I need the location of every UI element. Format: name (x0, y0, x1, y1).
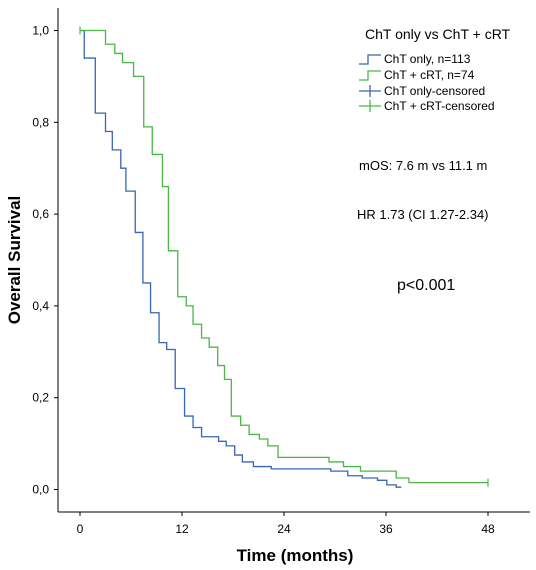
y-tick-label: 0,2 (32, 391, 49, 405)
series-line-cht-crt (80, 29, 488, 484)
y-ticks: 0,0 0,2 0,4 0,6 0,8 1,0 (32, 24, 58, 497)
series-line-cht-only (80, 29, 402, 488)
y-tick-label: 1,0 (32, 24, 49, 38)
legend-swatch (359, 70, 381, 81)
legend-entry: ChT + cRT, n=74 (384, 68, 475, 82)
y-tick-label: 0,6 (32, 207, 49, 221)
annotation-p-value: p<0.001 (397, 277, 455, 294)
x-tick-label: 0 (77, 522, 84, 536)
x-tick-label: 48 (481, 522, 495, 536)
x-ticks: 0 12 24 36 48 (77, 512, 495, 536)
y-tick-label: 0,8 (32, 115, 49, 129)
y-tick-label: 0,4 (32, 299, 49, 313)
legend: ChT only vs ChT + cRT ChT only, n=113 ChT… (359, 26, 511, 113)
y-axis-label: Overall Survival (5, 196, 24, 325)
annotation-hr: HR 1.73 (CI 1.27-2.34) (357, 207, 489, 222)
x-axis-label: Time (months) (237, 546, 354, 565)
x-tick-label: 36 (379, 522, 393, 536)
series-group (79, 26, 489, 488)
x-tick-label: 12 (175, 522, 189, 536)
legend-entry: ChT + cRT-censored (384, 99, 495, 113)
legend-entry: ChT only, n=113 (384, 52, 471, 66)
legend-title: ChT only vs ChT + cRT (365, 26, 511, 42)
legend-swatch (359, 54, 381, 65)
legend-entry: ChT only-censored (384, 84, 485, 98)
x-tick-label: 24 (277, 522, 291, 536)
annotation-mos: mOS: 7.6 m vs 11.1 m (359, 158, 487, 173)
y-tick-label: 0,0 (32, 483, 49, 497)
